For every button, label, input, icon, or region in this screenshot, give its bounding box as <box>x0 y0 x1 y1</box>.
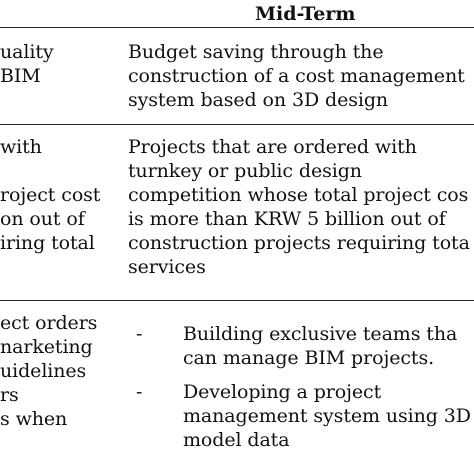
row3-left-line-1: ect orders <box>0 312 98 334</box>
row1-left-line-1: uality <box>0 41 54 63</box>
row3-left-line-3: uidelines <box>0 360 87 382</box>
row3-left-line-4: rs <box>0 384 19 406</box>
row3-bullet2-line-3: model data <box>183 429 290 451</box>
row2-right-line-3: competition whose total project cos <box>128 184 469 206</box>
row3-bullet2-line-1: Developing a project <box>183 381 382 403</box>
row-divider-1 <box>0 124 474 125</box>
row1-right-line-1: Budget saving through the <box>128 41 384 63</box>
row1-right-line-3: system based on 3D design <box>128 89 389 111</box>
row2-right-line-1: Projects that are ordered with <box>128 136 417 158</box>
header-rule <box>0 27 474 28</box>
bullet-marker-2: - <box>136 381 143 403</box>
row2-left-line-5: iring total <box>0 232 95 254</box>
row3-bullet2-line-2: management system using 3D <box>183 405 471 427</box>
row1-left-line-2: BIM <box>0 65 41 87</box>
row2-right-line-2: turnkey or public design <box>128 160 362 182</box>
row2-left-line-1: with <box>0 136 42 158</box>
row2-right-line-6: services <box>128 256 206 278</box>
row1-right-line-2: construction of a cost management <box>128 65 465 87</box>
row2-right-line-4: is more than KRW 5 billion out of <box>128 208 446 230</box>
column-header-mid-term: Mid-Term <box>255 3 356 25</box>
bullet-marker-1: - <box>136 323 143 345</box>
row2-left-line-3: roject cost <box>0 184 101 206</box>
row-divider-2 <box>0 300 474 301</box>
row3-bullet1-line-1: Building exclusive teams tha <box>183 323 458 345</box>
row3-bullet1-line-2: can manage BIM projects. <box>183 347 435 369</box>
row2-left-line-4: on out of <box>0 208 85 230</box>
row2-right-line-5: construction projects requiring tota <box>128 232 470 254</box>
row3-left-line-2: narketing <box>0 336 93 358</box>
row3-left-line-5: s when <box>0 408 68 430</box>
